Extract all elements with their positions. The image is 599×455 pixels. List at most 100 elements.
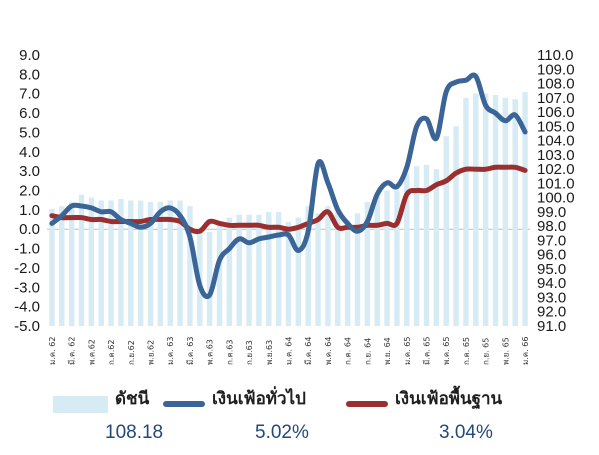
- x-axis-ticks: ม.ค. 62 มี.ค. 62 พ.ค.62 ก.ค.62 ก.ย.62 พ.ย.62 ม…: [48, 337, 530, 365]
- index-bar: [512, 99, 518, 326]
- index-bar: [502, 97, 509, 326]
- left-tick-label: -2.0: [14, 260, 40, 277]
- index-bar: [206, 231, 213, 326]
- index-bar: [275, 211, 282, 326]
- index-bar: [394, 190, 400, 326]
- left-tick-label: -3.0: [14, 279, 40, 296]
- right-tick-label: 100.0: [537, 190, 575, 207]
- right-tick-label: 94.0: [537, 275, 566, 292]
- x-tick-label: พ.ค. 64: [324, 337, 333, 365]
- legend-value-index: 108.18: [105, 422, 164, 443]
- x-tick-label: พ.ย. 65: [501, 337, 510, 365]
- index-bar: [364, 201, 371, 326]
- index-bar: [522, 92, 528, 326]
- index-bar: [492, 94, 499, 326]
- headline-inflation-line: [49, 72, 528, 300]
- x-tick-label: พ.ย. 64: [383, 337, 392, 365]
- left-tick-label: 9.0: [19, 47, 40, 64]
- right-tick-label: 104.0: [537, 133, 575, 150]
- right-tick-label: 95.0: [537, 261, 566, 278]
- x-tick-label: ม.ค. 65: [403, 337, 412, 365]
- x-tick-label: ก.ค.63: [225, 340, 234, 365]
- index-bar: [98, 200, 104, 326]
- legend-swatch-headline: [163, 401, 205, 407]
- index-bar: [226, 217, 233, 326]
- left-tick-label: 4.0: [19, 144, 40, 161]
- left-tick-label: 7.0: [19, 86, 40, 103]
- index-bar: [482, 93, 489, 326]
- index-bar: [108, 200, 114, 326]
- right-tick-label: 99.0: [537, 204, 566, 221]
- right-tick-label: 97.0: [537, 232, 566, 249]
- x-tick-label: พ.ย.62: [147, 340, 156, 365]
- right-tick-label: 103.0: [537, 147, 575, 164]
- index-bar: [354, 213, 361, 326]
- index-bar: [374, 196, 380, 326]
- index-bar: [128, 200, 134, 326]
- index-bar: [453, 126, 459, 326]
- right-tick-label: 93.0: [537, 289, 566, 306]
- index-bar: [88, 197, 95, 326]
- left-axis-ticks: 9.0 8.0 7.0 6.0 5.0 4.0 3.0 2.0 1.0 0.0 -1.0 -2.0 -3…: [14, 47, 40, 335]
- right-tick-label: 106.0: [537, 104, 575, 121]
- left-tick-label: 8.0: [19, 66, 40, 83]
- index-bar: [335, 211, 341, 326]
- inflation-chart: 9.0 8.0 7.0 6.0 5.0 4.0 3.0 2.0 1.0 0.0 -1.0 -2.0 -3…: [14, 47, 575, 365]
- index-bar: [473, 93, 479, 326]
- index-bar: [344, 220, 351, 326]
- right-tick-label: 91.0: [537, 318, 566, 335]
- x-tick-label: มี.ค. 65: [423, 337, 432, 365]
- right-tick-label: 107.0: [537, 90, 575, 107]
- legend-label-index: ดัชนี: [115, 389, 150, 409]
- right-tick-label: 92.0: [537, 304, 566, 321]
- index-bar: [285, 221, 292, 326]
- index-bar: [305, 206, 311, 326]
- left-tick-label: -4.0: [14, 299, 40, 316]
- index-bar: [325, 206, 331, 326]
- index-bar: [187, 206, 193, 326]
- index-bar: [177, 200, 183, 326]
- left-tick-label: 5.0: [19, 124, 40, 141]
- x-tick-label: พ.ค. 65: [442, 337, 451, 365]
- index-bar: [78, 194, 85, 326]
- index-bar: [433, 169, 440, 326]
- index-bar: [49, 209, 55, 326]
- index-bar: [236, 214, 242, 326]
- x-tick-label: ม.ค. 64: [285, 337, 294, 365]
- right-tick-label: 108.0: [537, 76, 575, 93]
- x-tick-label: ม.ค. 63: [166, 337, 175, 365]
- right-tick-label: 110.0: [537, 47, 573, 64]
- index-bars: [49, 92, 528, 326]
- index-bar: [256, 214, 262, 326]
- right-tick-label: 96.0: [537, 247, 566, 264]
- x-tick-label: พ.ค.63: [206, 339, 215, 365]
- index-bar: [413, 166, 420, 326]
- x-tick-label: ม.ค. 66: [521, 337, 530, 365]
- inflation-lines: [49, 72, 528, 300]
- index-bar: [246, 214, 252, 326]
- x-tick-label: มี.ค. 62: [68, 337, 77, 365]
- index-bar: [147, 201, 154, 326]
- index-bar: [423, 164, 430, 326]
- index-bar: [295, 217, 302, 326]
- left-tick-label: 0.0: [19, 221, 40, 238]
- right-tick-label: 98.0: [537, 218, 566, 235]
- index-bar: [315, 213, 321, 326]
- x-tick-label: ก.ย. 64: [363, 338, 372, 365]
- index-bar: [167, 200, 173, 326]
- x-tick-label: ก.ค. 65: [462, 337, 471, 365]
- index-bar: [266, 211, 272, 326]
- x-tick-label: ก.ค. 64: [344, 337, 353, 365]
- left-tick-label: 2.0: [19, 183, 40, 200]
- x-tick-label: พ.ค.62: [87, 339, 96, 365]
- index-bar: [137, 200, 144, 326]
- left-tick-label: 6.0: [19, 105, 40, 122]
- left-tick-label: 3.0: [19, 163, 40, 180]
- x-tick-label: มี.ค. 63: [186, 337, 195, 365]
- legend-label-headline: เงินเฟ้อทั่วไป: [212, 389, 306, 409]
- left-tick-label: -1.0: [14, 241, 40, 258]
- index-bar: [384, 190, 390, 326]
- index-bar: [157, 201, 164, 326]
- x-tick-label: พ.ย.63: [265, 340, 274, 365]
- legend-label-core: เงินเฟ้อพื้นฐาน: [395, 389, 503, 409]
